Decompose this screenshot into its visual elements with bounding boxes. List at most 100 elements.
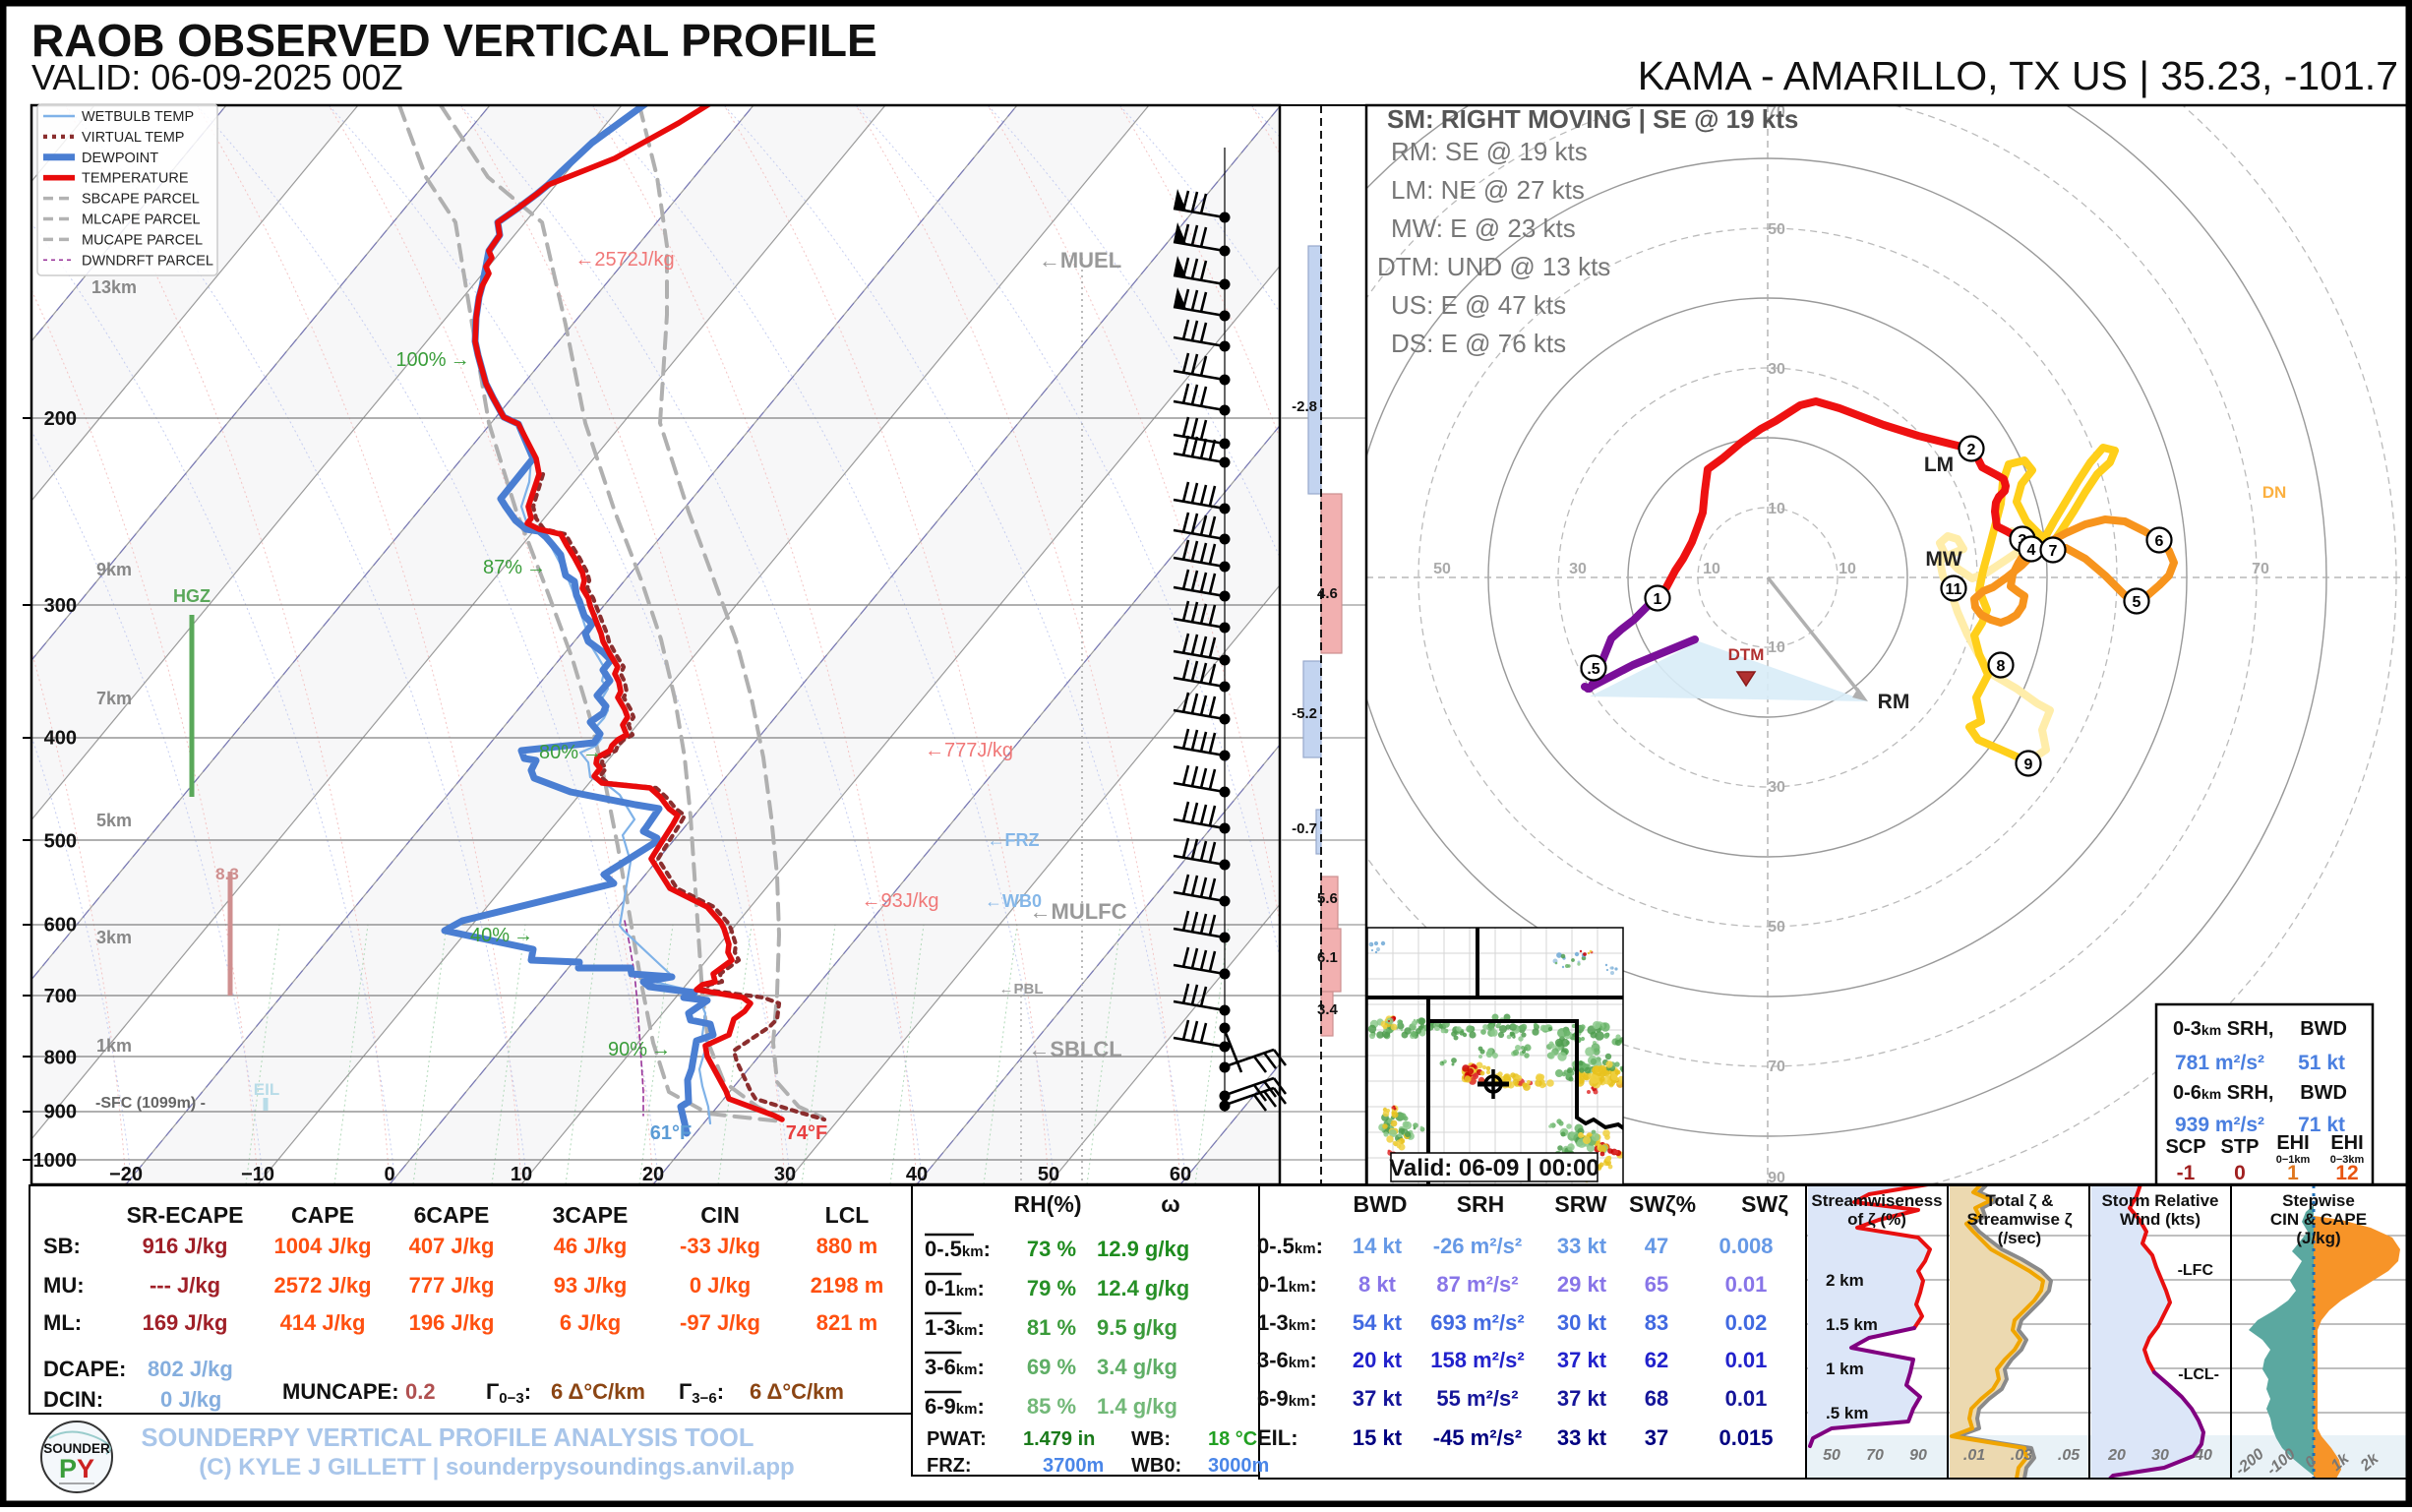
svg-text:880 m: 880 m [816,1234,877,1258]
svg-text:0.01: 0.01 [1725,1386,1768,1411]
svg-text:(J/kg): (J/kg) [2296,1229,2340,1247]
svg-text:2198 m: 2198 m [811,1273,884,1298]
svg-text:BWD: BWD [2300,1082,2347,1104]
svg-text:14 kt: 14 kt [1353,1234,1403,1258]
svg-text:18 °C: 18 °C [1208,1428,1257,1450]
svg-text:BWD: BWD [2300,1018,2347,1040]
svg-text:EIL: EIL [254,1080,279,1099]
svg-text:SRH: SRH [1457,1191,1505,1217]
svg-text:51 kt: 51 kt [2298,1052,2345,1074]
svg-text:50: 50 [1038,1164,1059,1185]
svg-text:300: 300 [44,595,77,617]
svg-text:LCL: LCL [825,1202,870,1228]
svg-text:←PBL: ←PBL [999,981,1044,998]
svg-text:-33 J/kg: -33 J/kg [680,1234,760,1258]
svg-text:0: 0 [2234,1162,2246,1184]
svg-text:BWD: BWD [1354,1191,1408,1217]
svg-text:0: 0 [384,1164,394,1185]
svg-text:37 kt: 37 kt [1557,1348,1607,1372]
svg-text:400: 400 [44,728,77,750]
svg-text:12.9 g/kg: 12.9 g/kg [1097,1237,1189,1261]
svg-text:12: 12 [2335,1162,2358,1184]
svg-text:70: 70 [2252,561,2269,577]
svg-text:6 Δ°C/km: 6 Δ°C/km [551,1379,645,1404]
svg-text:7km: 7km [96,689,132,708]
svg-text:200: 200 [44,408,77,430]
svg-text:9.5 g/kg: 9.5 g/kg [1097,1315,1177,1340]
svg-text:(C) KYLE J GILLETT | sounderpy: (C) KYLE J GILLETT | sounderpysoundings.… [199,1454,794,1481]
svg-text:ω: ω [1161,1191,1179,1217]
svg-text:MU:: MU: [43,1273,85,1298]
svg-text:40: 40 [906,1164,928,1185]
svg-text:RM: RM [1878,691,1910,713]
svg-text:-45 m²/s²: -45 m²/s² [1433,1425,1522,1450]
svg-text:55 m²/s²: 55 m²/s² [1436,1386,1518,1411]
svg-text:0.2: 0.2 [405,1379,436,1404]
svg-text:SWζ%: SWζ% [1629,1191,1696,1217]
svg-text:3.4: 3.4 [1317,1001,1339,1018]
svg-text:916 J/kg: 916 J/kg [143,1234,228,1258]
svg-text:37 kt: 37 kt [1353,1386,1403,1411]
svg-text:CIN & CAPE: CIN & CAPE [2270,1210,2367,1229]
svg-text:50: 50 [1768,221,1785,238]
svg-text:FRZ:: FRZ: [927,1455,972,1477]
svg-text:.5 km: .5 km [1826,1404,1868,1422]
svg-text:37 kt: 37 kt [1557,1386,1607,1411]
svg-text:Wind (kts): Wind (kts) [2120,1210,2201,1229]
svg-text:68: 68 [1645,1386,1668,1411]
svg-text:40% →: 40% → [470,925,533,946]
svg-text:1 km: 1 km [1826,1360,1864,1378]
svg-text:90% →: 90% → [608,1039,671,1060]
svg-text:-26 m²/s²: -26 m²/s² [1433,1234,1522,1258]
svg-text:0-1km:: 0-1km: [925,1276,985,1300]
svg-text:0.01: 0.01 [1725,1272,1768,1297]
svg-text:1.4 g/kg: 1.4 g/kg [1097,1394,1177,1419]
svg-text:Streamwise ζ: Streamwise ζ [1966,1210,2072,1229]
svg-text:MLCAPE PARCEL: MLCAPE PARCEL [82,212,201,228]
svg-text:781 m²/s²: 781 m²/s² [2175,1052,2264,1074]
svg-text:10: 10 [1703,561,1720,577]
svg-text:81 %: 81 % [1027,1315,1076,1340]
svg-text:MW: MW [1925,548,1961,571]
svg-text:69 %: 69 % [1027,1355,1076,1379]
svg-text:DN: DN [2262,483,2287,502]
svg-text:10: 10 [511,1164,532,1185]
svg-text:−10: −10 [241,1164,274,1185]
svg-text:←WB0: ←WB0 [985,891,1042,911]
svg-text:RM: SE @ 19 kts: RM: SE @ 19 kts [1391,137,1588,166]
svg-text:169 J/kg: 169 J/kg [143,1310,228,1335]
svg-text:62: 62 [1645,1348,1668,1372]
svg-text:DCAPE:: DCAPE: [43,1357,126,1381]
svg-text:158 m²/s²: 158 m²/s² [1430,1348,1524,1372]
svg-text:6 Δ°C/km: 6 Δ°C/km [750,1379,844,1404]
svg-text:0.008: 0.008 [1719,1234,1773,1258]
svg-text:3CAPE: 3CAPE [553,1202,629,1228]
svg-text:47: 47 [1645,1234,1668,1258]
svg-text:29 kt: 29 kt [1557,1272,1607,1297]
svg-text:693 m²/s²: 693 m²/s² [1430,1310,1524,1335]
svg-text:RH(%): RH(%) [1014,1191,1082,1217]
svg-text:407 J/kg: 407 J/kg [409,1234,495,1258]
svg-text:8.3: 8.3 [215,865,239,883]
svg-text:33 kt: 33 kt [1557,1234,1607,1258]
svg-text:MUNCAPE:: MUNCAPE: [282,1379,399,1404]
svg-text:LM: NE @ 27 kts: LM: NE @ 27 kts [1391,175,1585,205]
svg-text:SCP: SCP [2165,1136,2205,1158]
svg-text:-2.8: -2.8 [1292,398,1317,415]
svg-text:3700m: 3700m [1043,1455,1104,1477]
svg-text:2572 J/kg: 2572 J/kg [273,1273,371,1298]
svg-text:DCIN:: DCIN: [43,1387,103,1412]
svg-text:←777J/kg: ←777J/kg [925,740,1013,761]
svg-text:20: 20 [2107,1447,2126,1464]
svg-text:1.5 km: 1.5 km [1826,1315,1878,1334]
svg-text:50: 50 [1768,919,1785,936]
svg-text:WB0:: WB0: [1131,1455,1181,1477]
svg-text:70: 70 [1768,103,1785,120]
svg-text:46 J/kg: 46 J/kg [554,1234,628,1258]
svg-text:(/sec): (/sec) [1998,1229,2041,1247]
svg-text:2: 2 [1967,442,1976,458]
svg-text:0 J/kg: 0 J/kg [690,1273,751,1298]
svg-text:VALID: 06-09-2025 00Z: VALID: 06-09-2025 00Z [31,57,403,97]
svg-text:6 J/kg: 6 J/kg [560,1310,621,1335]
svg-text:802 J/kg: 802 J/kg [148,1357,233,1381]
